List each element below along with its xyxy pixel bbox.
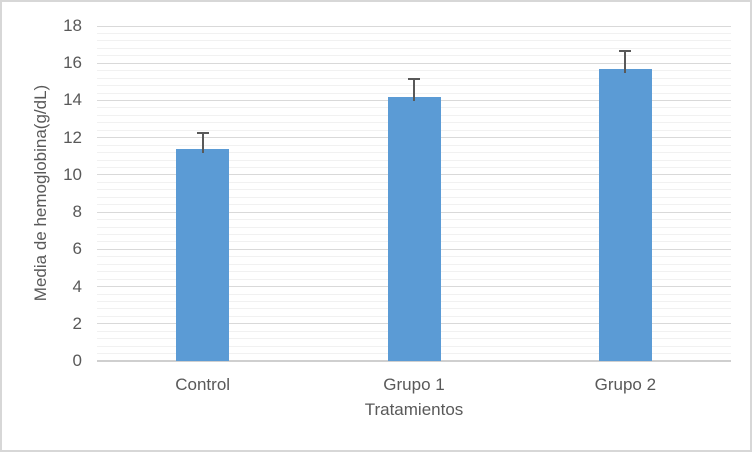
error-bar-line <box>201 132 204 153</box>
error-bar-line <box>624 50 627 73</box>
y-axis-tick-label: 10 <box>63 164 82 184</box>
minor-gridline <box>97 40 731 42</box>
bar <box>598 68 652 361</box>
minor-gridline <box>97 70 731 72</box>
major-gridline <box>97 25 731 27</box>
y-axis-tick-label: 6 <box>72 239 82 259</box>
major-gridline <box>97 62 731 64</box>
y-axis-tick-label: 18 <box>63 16 82 35</box>
x-axis-category-label: Control <box>175 375 231 394</box>
x-axis-category-label: Grupo 1 <box>383 375 445 394</box>
y-axis-title: Media de hemoglobina(g/dL) <box>31 84 50 302</box>
minor-gridline <box>97 55 731 57</box>
y-axis-tick-label: 14 <box>63 90 82 110</box>
minor-gridline <box>97 32 731 34</box>
bar <box>387 96 441 361</box>
error-bar-cap <box>619 50 632 53</box>
bar <box>176 148 230 361</box>
error-bar-cap <box>408 78 420 81</box>
x-axis-title: Tratamientos <box>364 400 464 419</box>
y-axis-tick-label: 2 <box>72 313 82 333</box>
y-axis-tick-label: 12 <box>63 127 82 147</box>
y-axis-tick-label: 8 <box>72 202 82 222</box>
y-axis-tick-label: 4 <box>72 276 82 296</box>
minor-gridline <box>97 47 731 49</box>
y-axis-tick-label: 16 <box>63 53 82 73</box>
error-bar-cap <box>196 132 209 135</box>
y-axis-tick-label: 0 <box>72 351 82 370</box>
error-bar-line <box>413 78 415 101</box>
x-axis-category-label: Grupo 2 <box>594 375 657 394</box>
x-axis-line <box>97 360 731 362</box>
